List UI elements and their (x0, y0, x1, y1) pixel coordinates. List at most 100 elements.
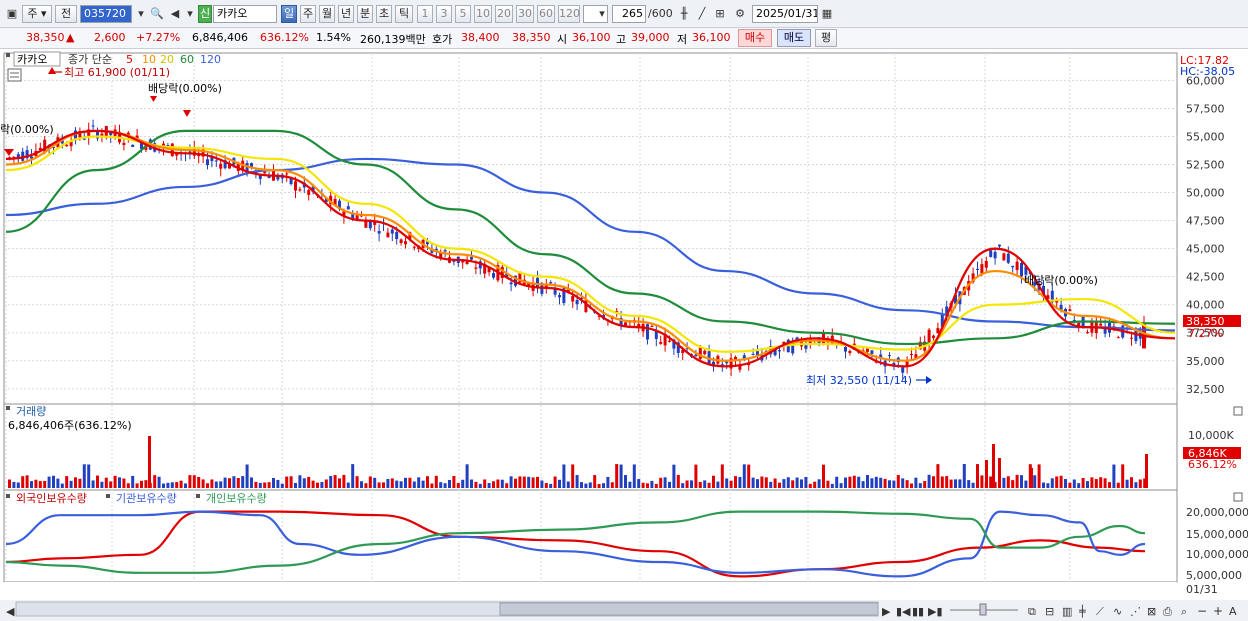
interval-5[interactable]: 5 (455, 5, 471, 23)
holdings-panel-close-icon[interactable] (1233, 492, 1243, 502)
volume-bar (210, 479, 214, 488)
date-input[interactable]: 2025/01/31 (752, 5, 818, 23)
candle-body (597, 315, 601, 317)
chart-tab-name[interactable]: 카카오 (17, 53, 47, 66)
window-icon[interactable]: ▣ (6, 7, 18, 20)
scroll-pause-icon[interactable]: ▮▮ (912, 605, 924, 618)
market-select[interactable]: 주 ▾ (22, 5, 52, 23)
interval-20[interactable]: 20 (495, 5, 513, 23)
interval-custom-input[interactable] (583, 5, 608, 23)
sell-button[interactable]: 매도 (777, 29, 811, 47)
zoom-slider-handle[interactable] (979, 603, 987, 616)
period-week[interactable]: 주 (300, 5, 316, 23)
volume-bar (690, 480, 693, 488)
dropdown-icon[interactable]: ▾ (138, 7, 144, 20)
volume-bar (140, 480, 143, 488)
candle-body (1103, 327, 1107, 334)
interval-1[interactable]: 1 (417, 5, 433, 23)
zoom-in-icon[interactable]: + (1213, 604, 1223, 618)
scrollbar-thumb[interactable] (499, 602, 879, 616)
interval-10[interactable]: 10 (474, 5, 492, 23)
volume-bar (65, 476, 69, 488)
volume-bar (500, 479, 504, 488)
layout-icon[interactable]: ⧉ (1028, 605, 1036, 618)
candle-body (1134, 330, 1138, 342)
calendar-icon[interactable]: ▦ (821, 7, 833, 20)
candle-body (483, 263, 487, 274)
interval-120[interactable]: 120 (558, 5, 580, 23)
bar-icon[interactable]: ▥ (1062, 605, 1072, 618)
foreign-holdings-line (5, 510, 1146, 578)
candle-body (619, 318, 623, 326)
tool-icon[interactable]: ⊞ (715, 7, 725, 20)
prev-button[interactable]: 전 (55, 5, 77, 23)
count-input[interactable]: 265 (612, 5, 646, 23)
period-month[interactable]: 월 (319, 5, 335, 23)
interval-60[interactable]: 60 (537, 5, 555, 23)
volume-spike-bar (1030, 468, 1033, 488)
zoom-out-icon[interactable]: − (1197, 604, 1207, 618)
indicator-table-icon[interactable] (7, 68, 22, 82)
volume-bar (580, 482, 583, 488)
interval-30[interactable]: 30 (516, 5, 534, 23)
count-total: /600 (648, 7, 673, 20)
interval-3[interactable]: 3 (436, 5, 452, 23)
volume-panel-close-icon[interactable] (1233, 406, 1243, 416)
volume-bar (716, 481, 720, 488)
copy-icon[interactable]: ⊟ (1045, 605, 1054, 618)
candle-body (30, 156, 33, 159)
volume-bar (619, 464, 623, 488)
wave-icon[interactable]: ∿ (1113, 605, 1122, 618)
speaker-icon[interactable]: ◀ (170, 7, 180, 20)
toolbar: ▣ 주 ▾ 전 035720 ▾ 🔍 ◀ ▾ 신 카카오 일 주 월 년 분 초… (0, 0, 1248, 28)
dropdown-icon-3[interactable]: ▾ (599, 7, 605, 20)
period-day[interactable]: 일 (281, 5, 297, 23)
ma-line-60 (5, 129, 1176, 346)
volume-bar (439, 482, 443, 488)
zoom-search-icon[interactable]: ⌕ (1181, 605, 1187, 618)
candle-body (245, 163, 249, 174)
candle-body (12, 156, 16, 158)
candle-body (258, 174, 262, 179)
scroll-right-icon[interactable]: ▶ (882, 605, 891, 618)
period-year[interactable]: 년 (338, 5, 354, 23)
volume-bar (232, 476, 236, 488)
volume-bar (87, 464, 91, 488)
scroll-left-icon[interactable]: ◀ (6, 605, 15, 618)
candle-body (342, 211, 346, 217)
volume-bar (126, 483, 130, 488)
candle-body (536, 277, 539, 288)
dropdown-icon-2[interactable]: ▾ (187, 7, 193, 20)
stock-code-input[interactable]: 035720 (80, 5, 132, 23)
line-icon[interactable]: ⋰ (1130, 605, 1141, 618)
candle-tool-icon[interactable]: ╪ (1078, 604, 1086, 618)
auto-scale-icon[interactable]: A (1229, 605, 1237, 618)
grid-lines (4, 53, 1177, 582)
volume-bar (307, 476, 311, 488)
volume-bar (56, 478, 60, 488)
period-second[interactable]: 초 (376, 5, 392, 23)
period-tick[interactable]: 틱 (395, 5, 413, 23)
volume-bar (1050, 478, 1054, 488)
candle-body (624, 322, 627, 327)
stock-name-field[interactable]: 카카오 (213, 5, 277, 23)
save-icon[interactable]: ⊠ (1147, 605, 1156, 618)
draw-icon[interactable]: ╱ (698, 7, 706, 20)
scroll-last-icon[interactable]: ▶▮ (928, 605, 943, 618)
scroll-first-icon[interactable]: ▮◀ (896, 605, 911, 618)
avg-button[interactable]: 평 (815, 29, 837, 47)
volume-bar (610, 482, 614, 488)
volume-bar (632, 464, 636, 488)
candle-body (778, 350, 781, 352)
volume-bar (738, 476, 742, 488)
print-icon[interactable]: ⎙ (1163, 605, 1172, 618)
buy-button[interactable]: 매수 (738, 29, 772, 47)
period-minute[interactable]: 분 (357, 5, 373, 23)
change-amount: 2,600 (94, 31, 126, 44)
candle-body (404, 241, 407, 245)
volume-bar (192, 475, 196, 488)
candle-icon[interactable]: ╫ (680, 7, 688, 20)
gear-icon[interactable]: ⚙ (735, 7, 745, 20)
trend-icon[interactable]: ⟋ (1096, 605, 1104, 618)
search-icon[interactable]: 🔍 (150, 7, 164, 20)
